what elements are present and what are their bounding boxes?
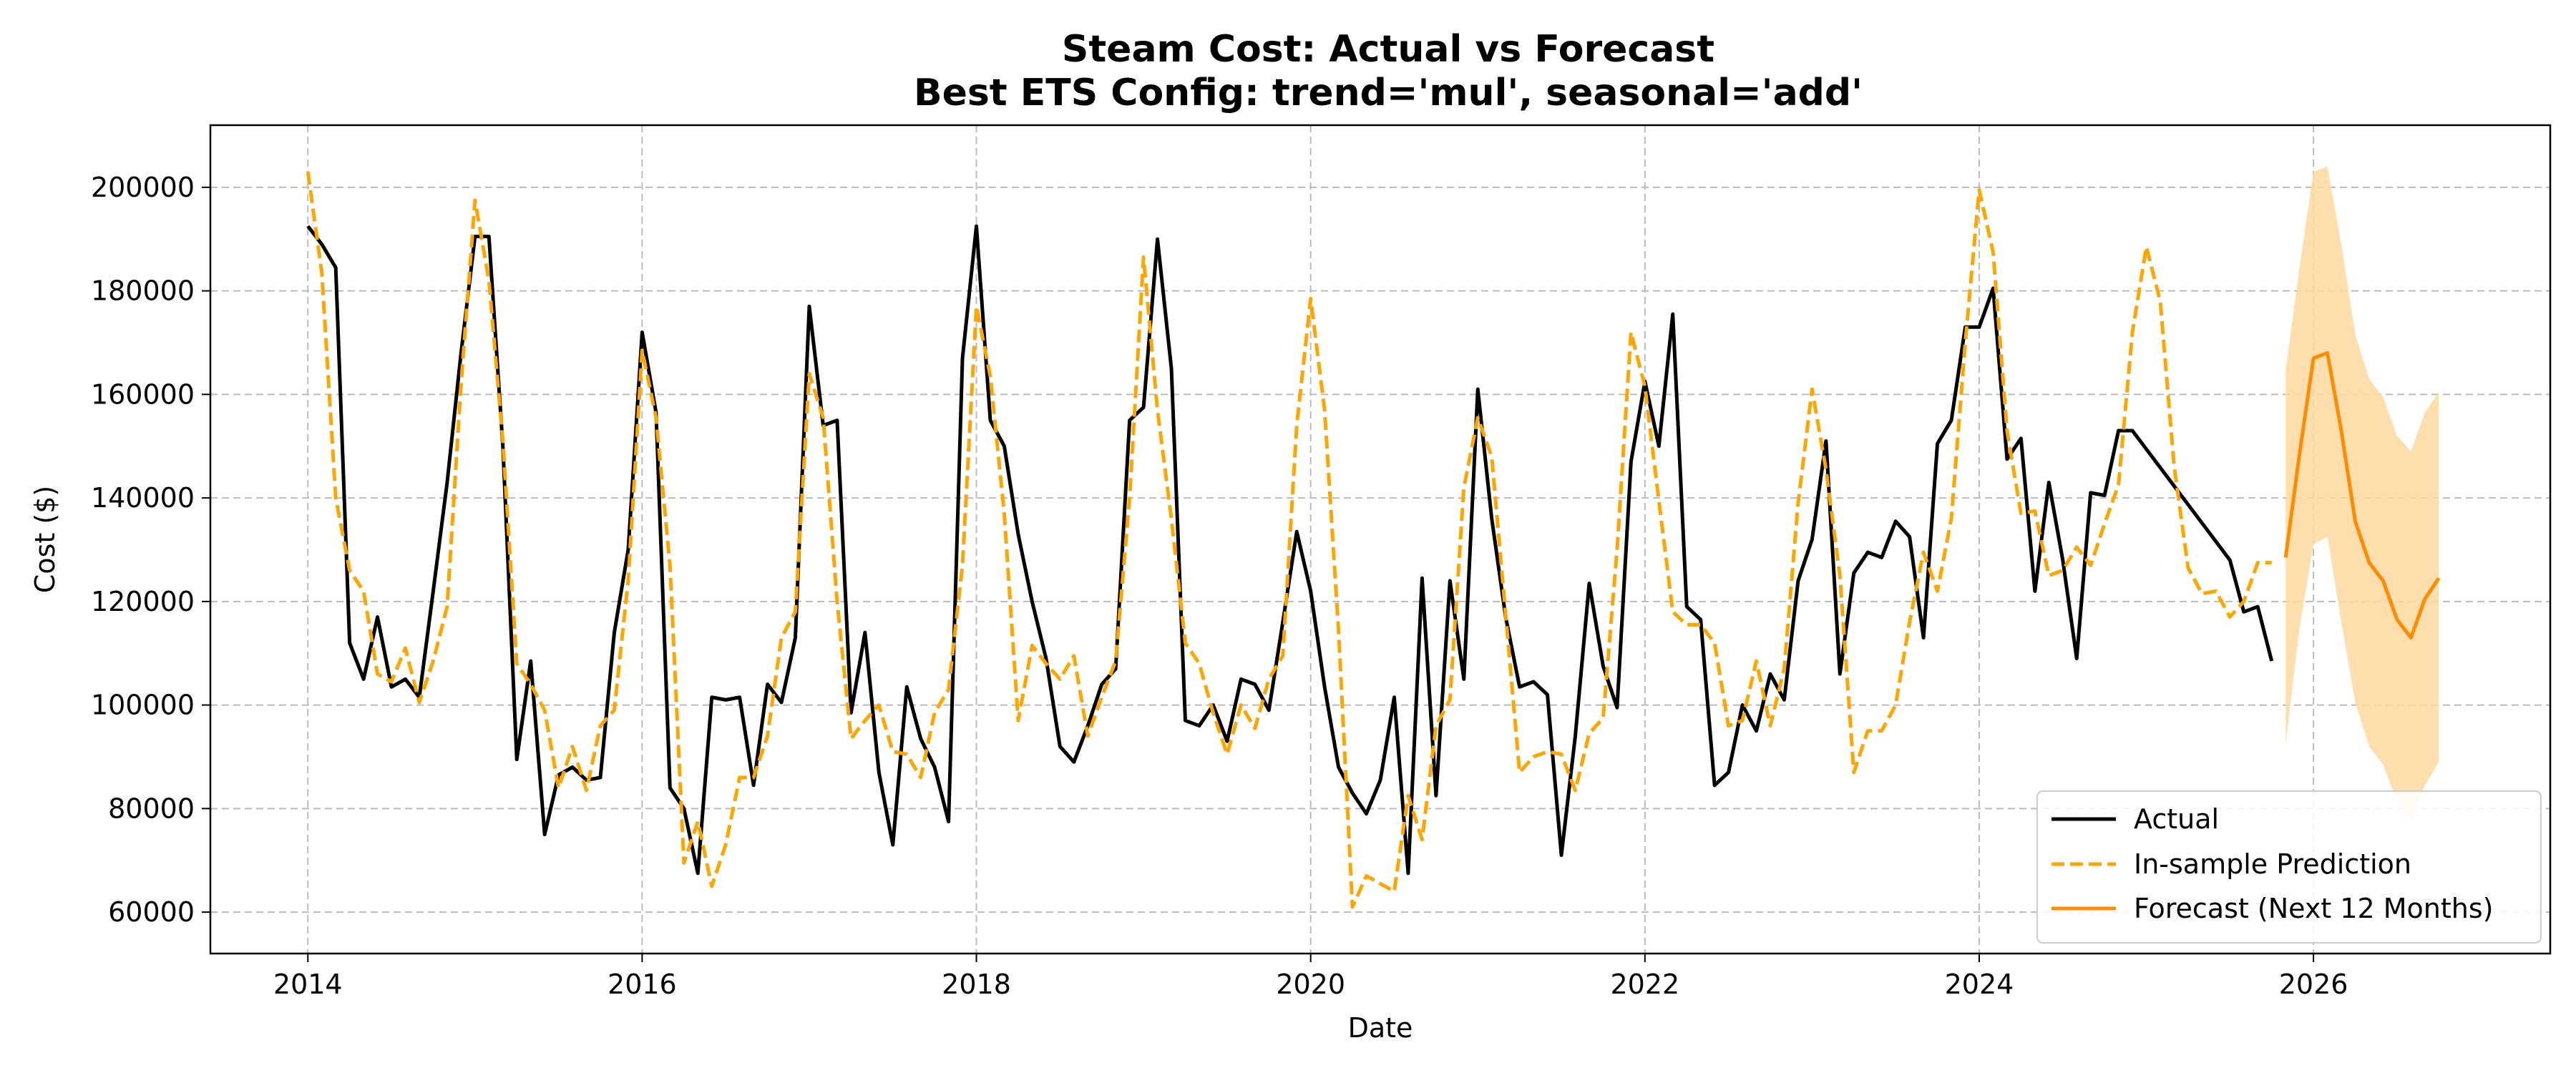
y-tick-label: 120000 xyxy=(91,586,195,617)
x-tick-label: 2024 xyxy=(1945,969,2014,1000)
x-axis-label: Date xyxy=(1348,1012,1413,1044)
x-tick-label: 2020 xyxy=(1276,969,1345,1000)
x-tick-label: 2014 xyxy=(273,969,343,1000)
grid xyxy=(210,125,2550,954)
x-tick-label: 2016 xyxy=(608,969,677,1000)
y-axis-label: Cost ($) xyxy=(29,486,61,593)
y-tick-label: 200000 xyxy=(91,172,195,203)
forecast-confidence-band xyxy=(2285,166,2439,822)
legend-box xyxy=(2036,790,2542,944)
legend-label-in-sample: In-sample Prediction xyxy=(2134,848,2411,880)
y-axis-ticks: 60000 80000 100000 120000 140000 160000 180000… xyxy=(91,172,210,928)
y-tick-label: 160000 xyxy=(91,378,195,410)
y-tick-label: 180000 xyxy=(91,275,195,307)
y-tick-label: 60000 xyxy=(108,896,195,928)
legend-label-actual: Actual xyxy=(2134,803,2219,835)
series-line-2 xyxy=(2283,351,2441,640)
series-layer xyxy=(306,171,2441,909)
legend: Actual In-sample Prediction Forecast (Ne… xyxy=(2036,790,2542,944)
y-tick-label: 140000 xyxy=(91,482,195,514)
plot-frame xyxy=(209,124,2552,955)
y-tick-label: 100000 xyxy=(91,690,195,721)
legend-label-forecast: Forecast (Next 12 Months) xyxy=(2134,893,2493,924)
y-tick-label: 80000 xyxy=(108,793,195,824)
chart-title: Steam Cost: Actual vs Forecast xyxy=(1062,28,1714,71)
x-tick-label: 2018 xyxy=(942,969,1011,1000)
confidence-band-layer xyxy=(2285,166,2439,822)
series-line-0 xyxy=(306,224,2274,876)
x-tick-label: 2026 xyxy=(2279,969,2348,1000)
x-axis-ticks: 2014 2016 2018 2020 2022 2024 2026 xyxy=(273,954,2348,1000)
chart-subtitle: Best ETS Config: trend='mul', seasonal='… xyxy=(914,72,1863,114)
series-line-1 xyxy=(306,171,2272,909)
x-tick-label: 2022 xyxy=(1610,969,1679,1000)
